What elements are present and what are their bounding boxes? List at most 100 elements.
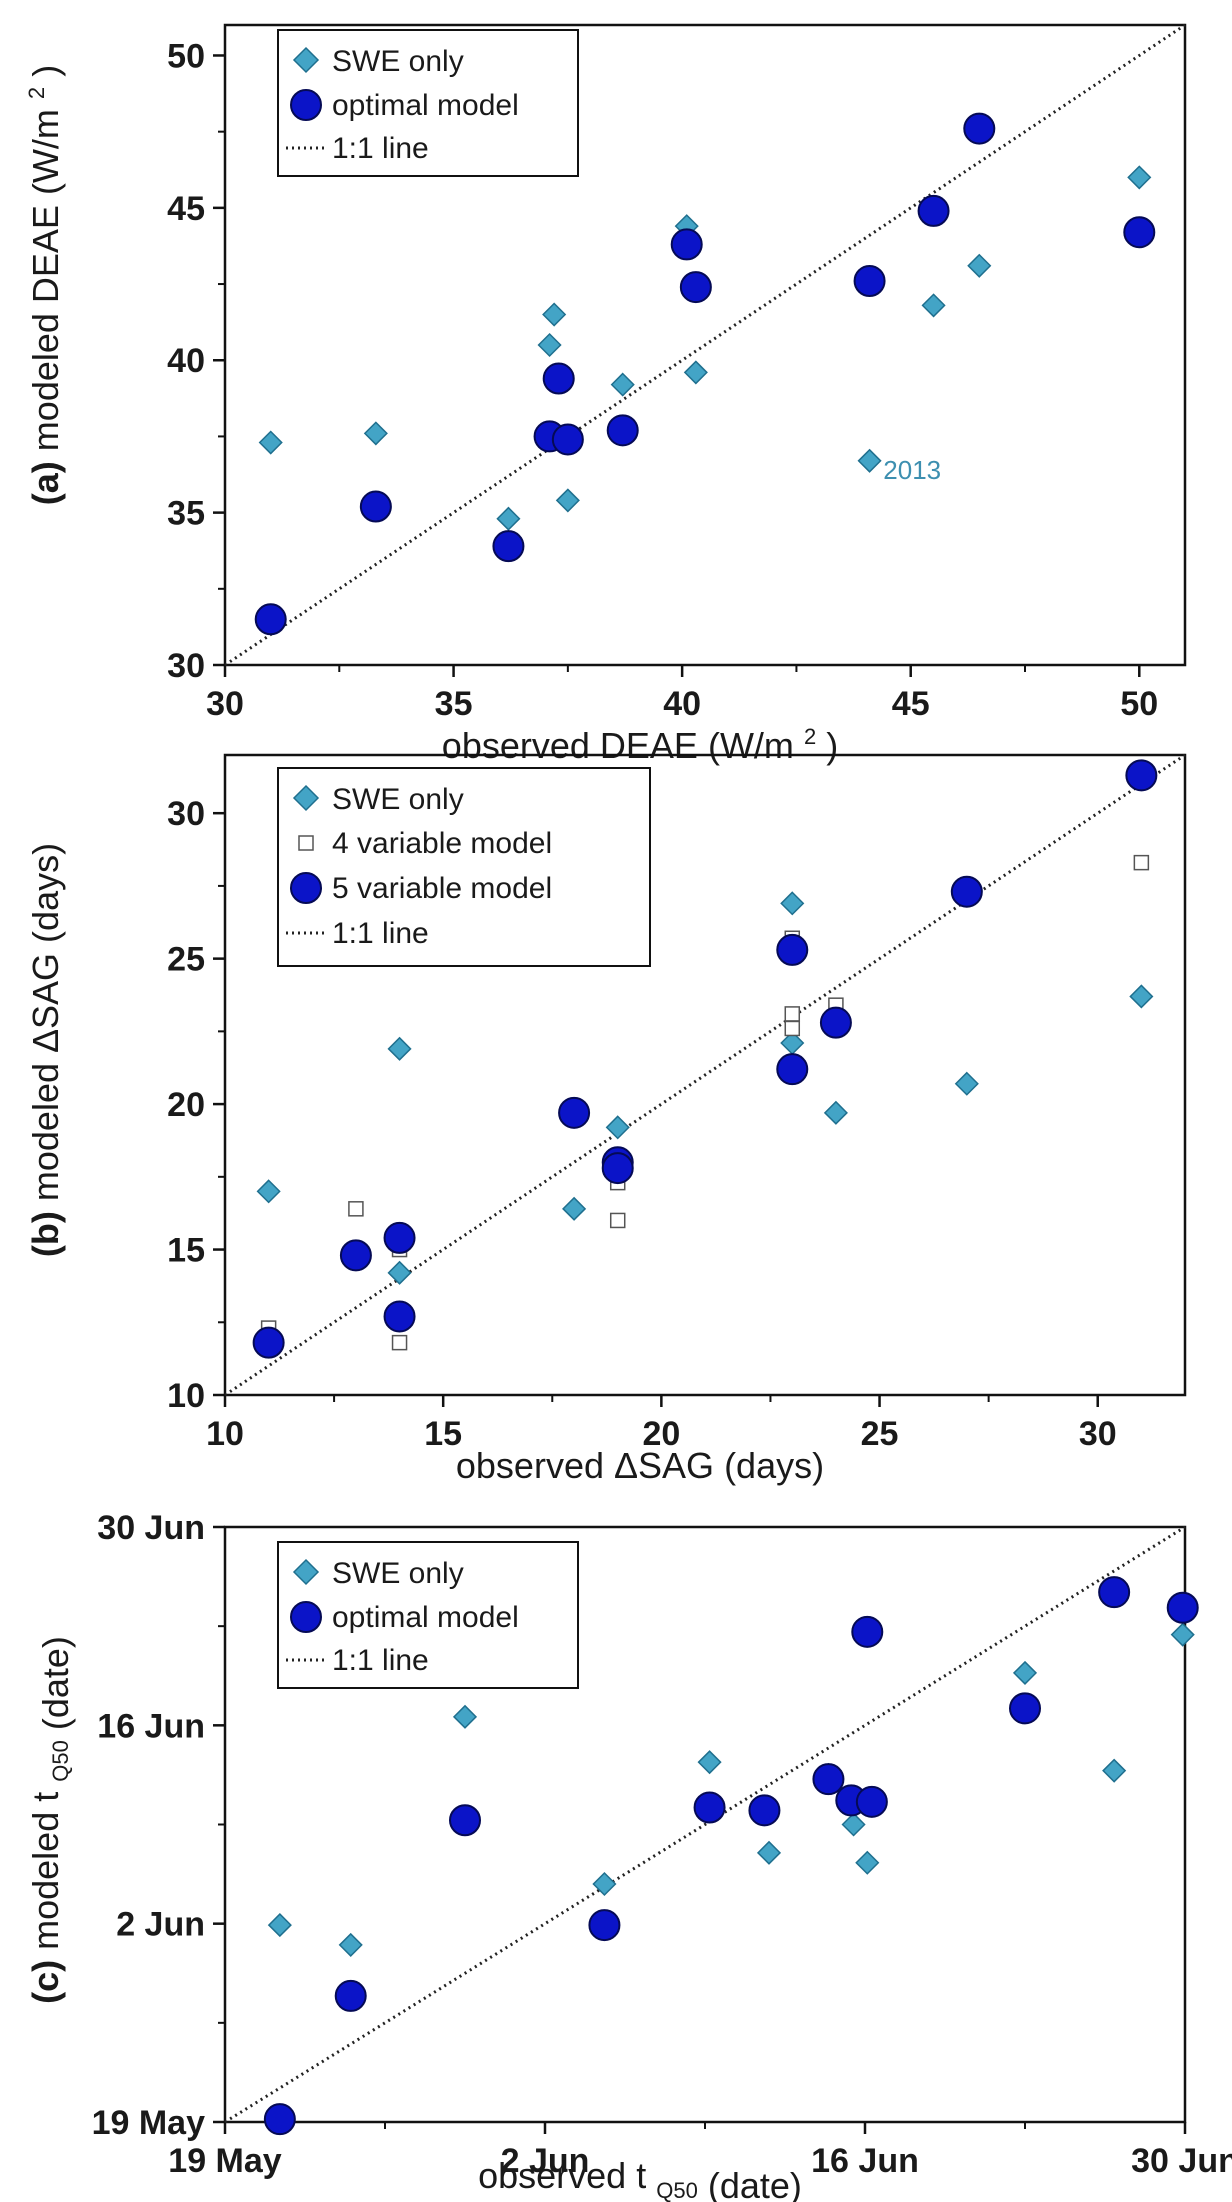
panel-a-point-swe-only [555,488,580,513]
panel-a-annotation-2013: 2013 [883,455,941,485]
panel-b-point-swe-only [780,891,805,916]
panel-c-x-tick-label: 2 Jun [501,2142,590,2180]
panel-b-point-swe-only [256,1179,281,1204]
panel-a-tick-labels: 30 35 40 45 50 30 35 40 45 50 [167,37,1158,723]
panel-c-data-points [263,1576,1199,2136]
panel-b-point-swe-only [562,1196,587,1221]
panel-a-y-tick-label: 30 [167,647,205,685]
panel-a-y-axis-name: modeled DEAE [25,205,66,451]
panel-b-x-tick-label: 20 [642,1415,680,1453]
panel-b-x-tick-label: 25 [861,1415,899,1453]
panel-b-legend-line-label: 1:1 line [332,917,429,950]
panel-b-point-5-variable-model [1125,759,1158,792]
panel-c-legend-swe-marker [292,1558,320,1586]
panel-a-point-swe-only [537,332,562,358]
panel-a-point-optimal-model [1123,216,1156,249]
panel-c-legend-swe-label: SWE only [332,1557,464,1590]
panel-c-point-swe-only [697,1750,722,1775]
panel-a-legend-box [277,29,579,177]
panel-c-x-tick-label: 30 Jun [1131,2142,1232,2180]
panel-c-point-swe-only [592,1871,617,1897]
panel-c-point-optimal-model [588,1909,621,1942]
panel-b-y-tick-label: 30 [167,795,205,833]
panel-c-point-swe-only [1102,1758,1127,1783]
panel-a-y-tick-label: 50 [167,37,205,75]
panel-b-y-tick-label: 10 [167,1377,205,1415]
panel-a-x-tick-label: 30 [206,685,244,723]
panel-b-y-tick-label: 15 [167,1232,205,1270]
panel-a-legend-line-label: 1:1 line [332,132,429,165]
panel-a-y-tick-label: 45 [167,190,205,228]
panel-c-point-optimal-model [1166,1591,1199,1624]
panel-a-legend-swe-marker [292,46,320,74]
panel-c-legend-line-label: 1:1 line [332,1644,429,1677]
panel-c-point-optimal-model [334,1979,367,2012]
panel-c-legend-model-marker [290,1601,322,1633]
panel-a-plot-frame [223,23,1187,667]
panel-a-x-axis-unit-end: ) [826,725,838,766]
panel-a-data-points [254,112,1156,636]
panel-a-legend-model-label: optimal model [332,89,519,122]
panel-c-y-axis-end: (date) [35,1636,76,1730]
panel-a-x-tick-label: 40 [663,685,701,723]
panel-a-y-tick-label: 35 [167,495,205,533]
panel-c-point-swe-only [267,1913,292,1938]
panel-b-ticks [213,811,1099,1407]
panel-b-point-4-variable-model [609,1212,626,1229]
panel-c-x-tick-label: 16 Jun [811,2142,919,2180]
panel-a-x-axis-unit: (W/m [708,725,794,766]
panel-c-y-axis-name: modeled t [25,1792,66,1950]
panel-b-point-5-variable-model [776,1053,809,1086]
panel-b-point-4-variable-model [784,1020,801,1037]
panel-a-ticks [213,54,1141,677]
panel-c-legend-box [277,1541,579,1689]
panel-a-point-optimal-model [670,228,703,261]
panel-a-point-optimal-model [606,414,639,447]
panel-a-point-swe-only [258,430,283,455]
panel-c-point-optimal-model [263,2103,296,2136]
panel-c-point-optimal-model [1098,1576,1131,1609]
panel-a-y-axis-unit-sup: 2 [24,87,49,99]
panel-b-point-5-variable-model [252,1326,285,1359]
panel-c: 19 May 2 Jun 16 Jun 30 Jun 19 May 2 Jun 16 Jun… [25,1509,1232,2202]
panel-b-legend-4var-label: 4 variable model [332,827,552,860]
panel-c-point-swe-only [841,1812,866,1837]
panel-a-label: (a) [25,461,66,505]
panel-b-point-5-variable-model [601,1152,634,1185]
panel-a-point-swe-only [967,253,992,278]
panel-b-point-swe-only [1129,984,1154,1009]
panel-c-y-tick-label: 30 Jun [97,1509,205,1547]
panel-a-point-optimal-model [542,362,575,395]
panel-a-point-optimal-model [492,530,525,563]
panel-a-point-optimal-model [679,271,712,304]
panel-a-legend-swe-label: SWE only [332,45,464,78]
panel-b-point-swe-only [387,1260,412,1285]
panel-b-y-axis-name: modeled ΔSAG (days) [25,843,66,1201]
panel-a-point-optimal-model [853,265,886,297]
panel-b-point-4-variable-model [391,1334,408,1351]
panel-c-one-to-one-line [224,1525,1186,2124]
panel-b-point-4-variable-model [348,1201,364,1217]
panel-b-legend-swe-label: SWE only [332,783,464,816]
panel-c-point-swe-only [452,1704,478,1729]
panel-c-legend-model-label: optimal model [332,1601,519,1634]
panel-b-tick-labels: 10 15 20 25 30 10 15 20 25 30 [167,795,1116,1453]
panel-c-point-swe-only [338,1932,363,1957]
panel-c-point-optimal-model [855,1785,888,1818]
panel-c-ticks [213,1525,1187,2134]
panel-c-point-optimal-model [449,1804,481,1837]
panel-b-y-tick-label: 25 [167,941,205,979]
panel-a-x-axis-unit-sup: 2 [804,724,816,749]
panel-a-y-tick-label: 40 [167,342,205,380]
panel-b-point-swe-only [387,1036,412,1061]
panel-c-point-optimal-model [1009,1692,1041,1725]
panel-c-point-optimal-model [812,1763,845,1796]
panel-a-y-axis-unit-end: ) [25,65,66,77]
panel-a-point-optimal-model [359,490,392,523]
panel-c-x-axis-end: (date) [708,2165,802,2202]
panel-a-point-swe-only [921,293,946,318]
panel-b-point-5-variable-model [776,933,809,966]
panel-c-point-optimal-model [851,1615,884,1648]
panel-b-point-5-variable-model [558,1096,591,1129]
